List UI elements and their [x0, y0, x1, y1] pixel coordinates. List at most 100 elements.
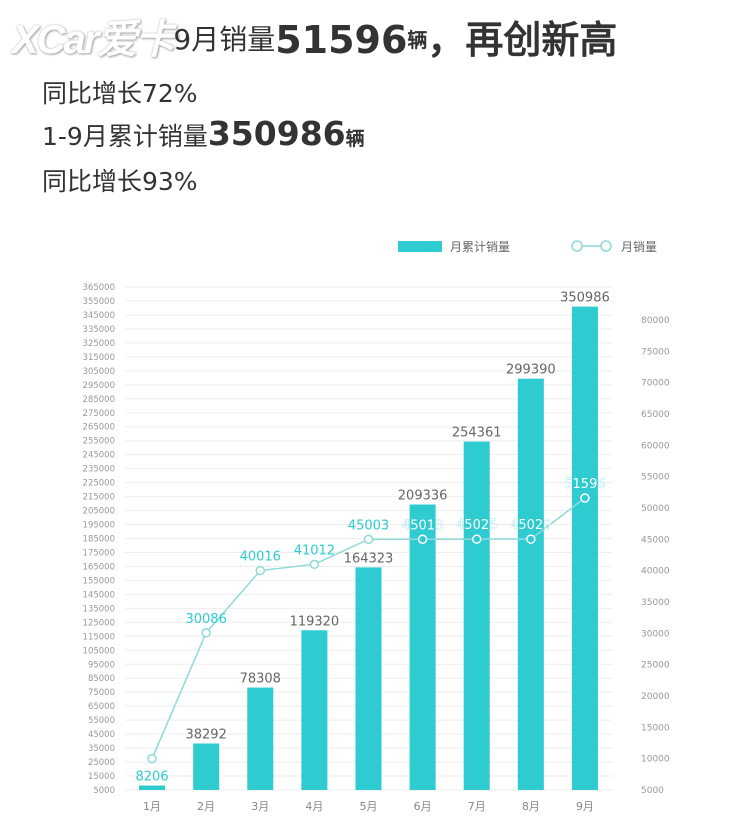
left-axis-tick: 325000 — [83, 339, 115, 349]
bar-cumulative — [139, 785, 166, 790]
right-axis-tick: 75000 — [641, 347, 670, 357]
left-axis-tick: 265000 — [83, 423, 115, 433]
right-axis-tick: 10000 — [641, 755, 670, 765]
bar-value-label: 164323 — [344, 551, 394, 566]
x-axis-tick: 1月 — [143, 800, 161, 813]
bar-cumulative — [247, 687, 274, 790]
right-axis-tick: 35000 — [641, 598, 670, 608]
watermark-logo: XCar爱卡 — [12, 18, 175, 62]
right-axis-tick: 30000 — [641, 629, 670, 639]
legend-bar-swatch — [398, 241, 442, 252]
legend-line-marker — [571, 240, 583, 252]
left-axis-tick: 335000 — [83, 325, 115, 335]
left-axis-tick: 345000 — [83, 311, 115, 321]
bar-cumulative — [463, 441, 490, 790]
left-axis-tick: 205000 — [83, 507, 115, 517]
left-axis-tick: 25000 — [88, 758, 115, 768]
left-axis-tick: 225000 — [83, 479, 115, 489]
line-value-label: 41012 — [294, 543, 335, 558]
line-value-label: 40016 — [240, 550, 281, 565]
left-axis-tick: 65000 — [88, 702, 115, 712]
headline: XCar爱卡9月销量51596辆，再创新高 — [12, 14, 617, 66]
x-axis-tick: 8月 — [522, 800, 540, 813]
line-point — [147, 753, 157, 764]
right-axis-tick: 70000 — [641, 379, 670, 389]
bar-value-label: 209336 — [398, 488, 448, 503]
bar-value-label: 254361 — [452, 426, 502, 441]
line-point — [363, 534, 374, 545]
left-axis-tick: 365000 — [83, 283, 115, 293]
cumulative-prefix: 1-9月累计销量 — [42, 122, 208, 151]
line-point — [471, 534, 482, 544]
bar-cumulative — [571, 306, 598, 790]
right-axis-tick: 25000 — [641, 661, 670, 671]
bar-cumulative — [193, 743, 220, 790]
bar-value-label: 38292 — [185, 727, 226, 742]
right-axis-tick: 40000 — [641, 567, 670, 577]
cumulative-unit: 辆 — [345, 128, 365, 150]
x-axis-tick: 4月 — [305, 800, 323, 813]
x-axis-tick: 7月 — [468, 800, 486, 813]
left-axis-tick: 245000 — [83, 451, 115, 461]
right-axis-tick: 15000 — [641, 723, 670, 733]
bar-cumulative — [355, 567, 382, 790]
right-axis-tick: 80000 — [641, 316, 670, 326]
line-point — [526, 534, 536, 544]
left-axis-tick: 255000 — [83, 437, 115, 447]
right-axis-tick: 5000 — [641, 786, 664, 796]
left-axis-tick: 125000 — [83, 618, 115, 628]
bar-value-label: 299390 — [506, 363, 556, 378]
left-axis-tick: 35000 — [88, 744, 115, 754]
left-axis-tick: 55000 — [88, 716, 115, 726]
left-axis-tick: 315000 — [83, 353, 115, 363]
line-value-label: 45003 — [348, 518, 389, 533]
legend-bar-label: 月累计销量 — [450, 240, 510, 254]
right-axis-tick: 65000 — [641, 410, 670, 420]
left-axis-tick: 155000 — [83, 576, 115, 586]
left-axis-tick: 295000 — [83, 381, 115, 391]
bar-value-label: 119320 — [290, 614, 340, 629]
bar-value-label: 78308 — [240, 672, 281, 687]
line-point — [309, 559, 320, 570]
yoy-month-line: 同比增长72% — [42, 79, 198, 108]
line-value-label: 45029 — [510, 518, 551, 533]
left-axis-tick: 165000 — [83, 562, 115, 572]
bar-value-label: 350986 — [560, 291, 610, 306]
cumulative-line: 1-9月累计销量350986辆 — [42, 114, 365, 153]
line-value-label: 45025 — [456, 518, 497, 533]
cumulative-value: 350986 — [207, 114, 346, 153]
left-axis-tick: 95000 — [88, 660, 115, 670]
headline-month-value: 51596 — [275, 18, 408, 62]
line-point — [201, 628, 211, 638]
bar-cumulative — [409, 504, 436, 790]
headline-suffix: ，再创新高 — [427, 18, 618, 62]
left-axis-tick: 15000 — [88, 772, 115, 782]
legend-line-marker — [600, 240, 612, 252]
left-axis-tick: 215000 — [83, 493, 115, 503]
x-axis-tick: 3月 — [251, 800, 269, 813]
left-axis-tick: 75000 — [88, 688, 115, 698]
right-axis-tick: 55000 — [641, 473, 670, 483]
headline-unit: 辆 — [407, 28, 428, 52]
line-value-label: 51596 — [564, 477, 605, 492]
left-axis-tick: 105000 — [83, 646, 115, 656]
right-axis-tick: 50000 — [641, 504, 670, 514]
left-axis-tick: 135000 — [83, 604, 115, 614]
yoy-cumulative-line: 同比增长93% — [42, 167, 198, 196]
left-axis-tick: 115000 — [83, 632, 115, 642]
left-axis-tick: 275000 — [83, 409, 115, 419]
bar-cumulative — [301, 630, 328, 790]
x-axis-tick: 5月 — [360, 800, 378, 813]
line-value-label: 30086 — [185, 612, 226, 627]
line-point — [580, 493, 590, 503]
right-axis-tick: 60000 — [641, 441, 670, 451]
legend-line-label: 月销量 — [621, 240, 657, 254]
left-axis-tick: 195000 — [83, 521, 115, 531]
bar-value-label: 8206 — [136, 770, 169, 785]
x-axis-tick: 9月 — [576, 800, 594, 813]
left-axis-tick: 45000 — [88, 730, 115, 740]
left-axis-tick: 185000 — [83, 535, 115, 545]
left-axis-tick: 235000 — [83, 465, 115, 475]
line-value-label: 45013 — [402, 518, 443, 533]
